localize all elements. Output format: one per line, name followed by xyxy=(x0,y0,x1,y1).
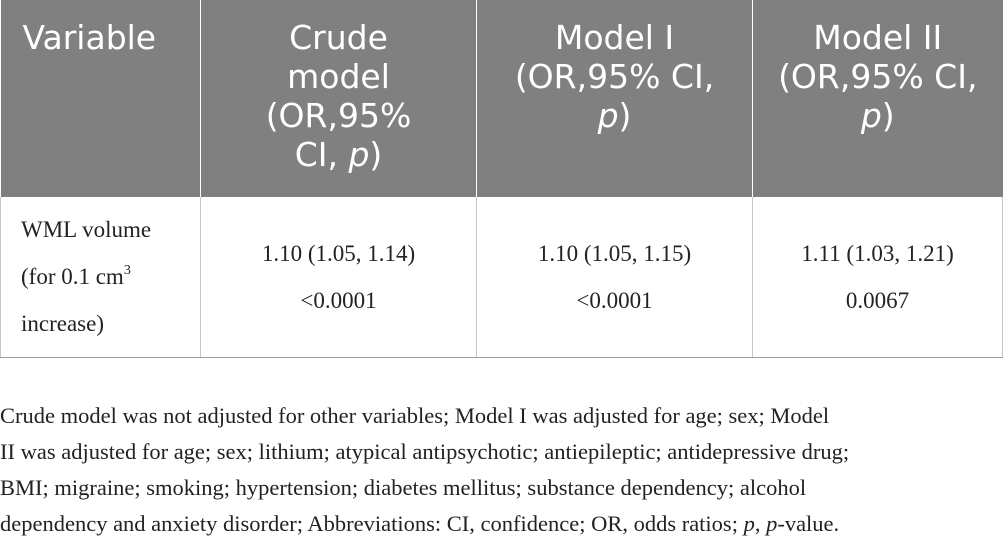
header-crude-line3: (OR,95% xyxy=(265,96,412,135)
variable-line3: increase) xyxy=(21,311,104,337)
header-crude-model: Crude model (OR,95% CI, p) xyxy=(200,0,477,197)
header-model1-p: p xyxy=(597,96,619,135)
cell-model-2: 1.11 (1.03, 1.21) 0.0067 xyxy=(752,197,1003,358)
header-model1-line3: p) xyxy=(499,96,730,135)
header-variable: Variable xyxy=(0,0,201,197)
model1-or-value: 1.10 (1.05, 1.15) xyxy=(537,240,692,266)
footnote-line2: II was adjusted for age; sex; lithium; a… xyxy=(0,439,850,464)
header-model-1: Model I (OR,95% CI, p) xyxy=(476,0,753,197)
header-model2-close: ) xyxy=(881,96,895,135)
header-crude-close: ) xyxy=(369,135,383,174)
variable-line2: (for 0.1 cm3 xyxy=(21,253,180,300)
header-model2-p: p xyxy=(860,96,882,135)
cell-model-1: 1.10 (1.05, 1.15) <0.0001 xyxy=(476,197,753,358)
cell-variable: WML volume (for 0.1 cm3 increase) xyxy=(0,197,201,358)
header-model1-line1: Model I xyxy=(554,18,675,57)
header-crude-line4: CI, p) xyxy=(223,135,454,174)
footnote-line1: Crude model was not adjusted for other v… xyxy=(0,403,830,428)
model2-p-value: 0.0067 xyxy=(845,287,910,313)
cell-crude: 1.10 (1.05, 1.14) <0.0001 xyxy=(200,197,477,358)
header-model1-line2: (OR,95% CI, xyxy=(514,57,715,96)
header-model1-close: ) xyxy=(618,96,632,135)
model2-or-value: 1.11 (1.03, 1.21) xyxy=(801,240,954,266)
variable-unit-exponent: 3 xyxy=(123,262,131,278)
table-row: WML volume (for 0.1 cm3 increase) 1.10 (… xyxy=(0,197,1003,358)
footnote-p-symbol: p xyxy=(743,511,755,536)
footnote-pvalue-text: -value. xyxy=(777,511,840,536)
header-model-2: Model II (OR,95% CI, p) xyxy=(752,0,1003,197)
header-model2-line1: Model II xyxy=(813,18,943,57)
footnote-separator: , xyxy=(754,511,767,536)
table-body: WML volume (for 0.1 cm3 increase) 1.10 (… xyxy=(0,197,1003,358)
table-footnote: Crude model was not adjusted for other v… xyxy=(0,398,1003,542)
variable-unit: (for 0.1 cm xyxy=(21,264,124,290)
footnote-line3: BMI; migraine; smoking; hypertension; di… xyxy=(0,475,807,500)
footnote-line4-text: dependency and anxiety disorder; Abbrevi… xyxy=(0,511,744,536)
table-header: Variable Crude model (OR,95% CI, p) Mode… xyxy=(0,0,1003,197)
footnote-p-symbol-2: p xyxy=(766,511,778,536)
results-table: Variable Crude model (OR,95% CI, p) Mode… xyxy=(0,0,1003,358)
header-crude-line2: model xyxy=(287,57,390,96)
header-variable-label: Variable xyxy=(22,18,157,57)
header-model2-line2: (OR,95% CI, xyxy=(778,57,978,96)
crude-p-value: <0.0001 xyxy=(300,287,377,313)
crude-or-value: 1.10 (1.05, 1.14) xyxy=(261,240,416,266)
header-crude-p: p xyxy=(348,135,370,174)
header-model2-line3: p) xyxy=(775,96,981,135)
header-crude-ci: CI, xyxy=(294,135,349,174)
header-crude-line1: Crude xyxy=(289,18,388,57)
header-row: Variable Crude model (OR,95% CI, p) Mode… xyxy=(0,0,1003,197)
variable-line1: WML volume xyxy=(21,217,152,243)
model1-p-value: <0.0001 xyxy=(576,287,653,313)
footnote-line4: dependency and anxiety disorder; Abbrevi… xyxy=(0,506,1003,542)
